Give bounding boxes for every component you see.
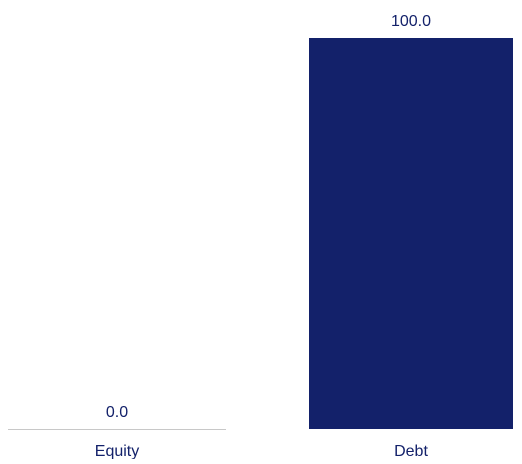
bars-group [309, 38, 513, 429]
value-labels-group: 0.0 100.0 [106, 13, 431, 421]
value-label-debt: 100.0 [391, 13, 431, 30]
category-labels-group: Equity Debt [95, 443, 429, 460]
value-label-equity: 0.0 [106, 404, 128, 421]
category-label-debt: Debt [394, 443, 428, 459]
category-label-equity: Equity [95, 443, 139, 459]
bar-debt [309, 38, 513, 429]
